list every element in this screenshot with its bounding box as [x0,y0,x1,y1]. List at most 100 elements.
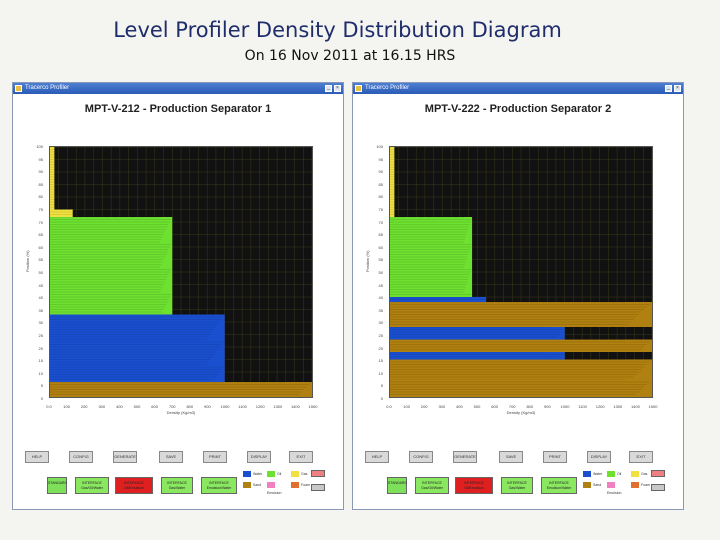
status-indicator[interactable]: INTERFACE Gas/Oil/Water [75,477,109,494]
display-button[interactable]: DISPLAY [587,451,611,463]
x-tick-label: 1100 [238,404,247,409]
status-indicator[interactable]: INTERFACE Gas/Water [161,477,193,494]
density-bar-gas [50,147,55,210]
minimize-icon[interactable]: _ [325,85,332,92]
x-tick-label: 900 [204,404,211,409]
y-tick-label: 60 [38,244,43,250]
x-axis-label: Density (Kg/m3) [506,410,536,415]
legend-swatch [267,482,275,489]
y-tick-label: 25 [38,333,43,338]
alarm-indicator[interactable] [311,470,325,477]
status-indicator[interactable]: INTERFACE Gas/Water [501,477,533,494]
x-tick-label: 1300 [613,404,623,409]
x-tick-label: 700 [508,404,516,409]
x-tick-label: 400 [456,404,463,409]
x-tick-label: 800 [186,404,194,409]
y-tick-label: 10 [38,370,43,376]
density-plot [49,146,313,398]
minimize-icon[interactable]: _ [665,85,672,92]
legend: Water Oil Gas Sand Emulsion Foam [583,470,659,496]
y-tick-label: 30 [378,320,383,326]
y-tick-label: 0 [380,396,383,401]
status-indicator[interactable]: INTERFACE Gas/Oil/Water [415,477,449,494]
x-tick-label: 800 [526,404,534,409]
x-tick-label: 200 [420,404,428,409]
density-bar-water [390,327,565,340]
legend-swatch [267,471,275,478]
slide-subtitle: On 16 Nov 2011 at 16.15 HRS [244,48,456,64]
y-tick-label: 55 [378,257,383,263]
y-tick-label: 30 [38,320,43,326]
y-tick-label: 15 [38,358,43,364]
density-bar-gas [50,209,73,217]
y-tick-label: 5 [380,383,383,389]
save-button[interactable]: SAVE [159,451,183,463]
y-tick-label: 85 [38,181,43,187]
status-indicator[interactable]: STANDARD [387,477,407,494]
window-title: Tracerco Profiler [365,85,410,91]
y-tick-label: 40 [378,295,383,301]
x-tick-label: 500 [473,404,481,409]
y-tick-label: 95 [378,156,383,162]
y-tick-label: 100 [36,144,43,149]
status-indicator[interactable]: INTERFACE Oil/Emulsion [455,477,493,494]
legend-label: Emulsion [267,491,282,495]
print-button[interactable]: PRINT [543,451,567,463]
close-icon[interactable]: × [674,85,681,92]
y-tick-label: 5 [40,383,43,389]
legend-label: Emulsion [607,491,622,495]
legend-swatch [291,482,299,489]
x-tick-label: 1000 [220,404,230,409]
config-button[interactable]: CONFIG [409,451,433,463]
legend-swatch [291,471,299,478]
legend-item: Foam [291,481,315,489]
y-tick-label: 45 [378,282,383,288]
exit-button[interactable]: EXIT [289,451,313,463]
chart-title: MPT-V-222 - Production Separator 2 [424,103,612,115]
y-tick-label: 90 [38,169,43,175]
generate-button[interactable]: GENERATE [453,451,477,463]
display-button[interactable]: DISPLAY [247,451,271,463]
help-button[interactable]: HELP [365,451,389,463]
y-tick-label: 50 [38,270,43,275]
exit-button[interactable]: EXIT [629,451,653,463]
profiler-window-1: Tracerco Profiler _ × MPT-V-212 - Produc… [12,82,344,510]
legend-label: Sand [593,483,602,487]
app-icon [355,85,362,92]
y-tick-label: 80 [38,194,43,200]
density-plot-svg [50,147,312,397]
legend-swatch [607,482,615,489]
x-tick-label: 100 [63,404,70,409]
help-button[interactable]: HELP [25,451,49,463]
x-tick-label: 0.0 [46,404,52,409]
window-titlebar[interactable]: Tracerco Profiler _ × [13,83,343,94]
y-tick-label: 75 [378,207,383,212]
x-tick-label: 1400 [290,404,300,409]
config-button[interactable]: CONFIG [69,451,93,463]
generate-button[interactable]: GENERATE [113,451,137,463]
save-button[interactable]: SAVE [499,451,523,463]
window-titlebar[interactable]: Tracerco Profiler _ × [353,83,683,94]
print-button[interactable]: PRINT [203,451,227,463]
reset-indicator[interactable] [311,484,325,491]
x-tick-label: 1200 [595,404,605,409]
legend-label: Gas [641,472,648,476]
density-bar-water [50,314,225,382]
legend-swatch [631,471,639,478]
y-tick-label: 40 [38,295,43,301]
density-bar-sand [390,302,652,327]
window-title: Tracerco Profiler [25,85,70,91]
x-tick-label: 1200 [255,404,265,409]
legend-item: Oil [267,470,291,478]
density-bar-oil [50,217,173,315]
status-indicator[interactable]: STANDARD [47,477,67,494]
reset-indicator[interactable] [651,484,665,491]
y-axis-label: Position (%) [365,250,370,272]
close-icon[interactable]: × [334,85,341,92]
x-tick-label: 900 [544,404,551,409]
status-indicator[interactable]: INTERFACE Emulsion/Water [201,477,237,494]
alarm-indicator[interactable] [651,470,665,477]
status-indicator[interactable]: INTERFACE Emulsion/Water [541,477,577,494]
status-indicator[interactable]: INTERFACE Oil/Emulsion [115,477,153,494]
y-tick-label: 0 [40,396,43,401]
